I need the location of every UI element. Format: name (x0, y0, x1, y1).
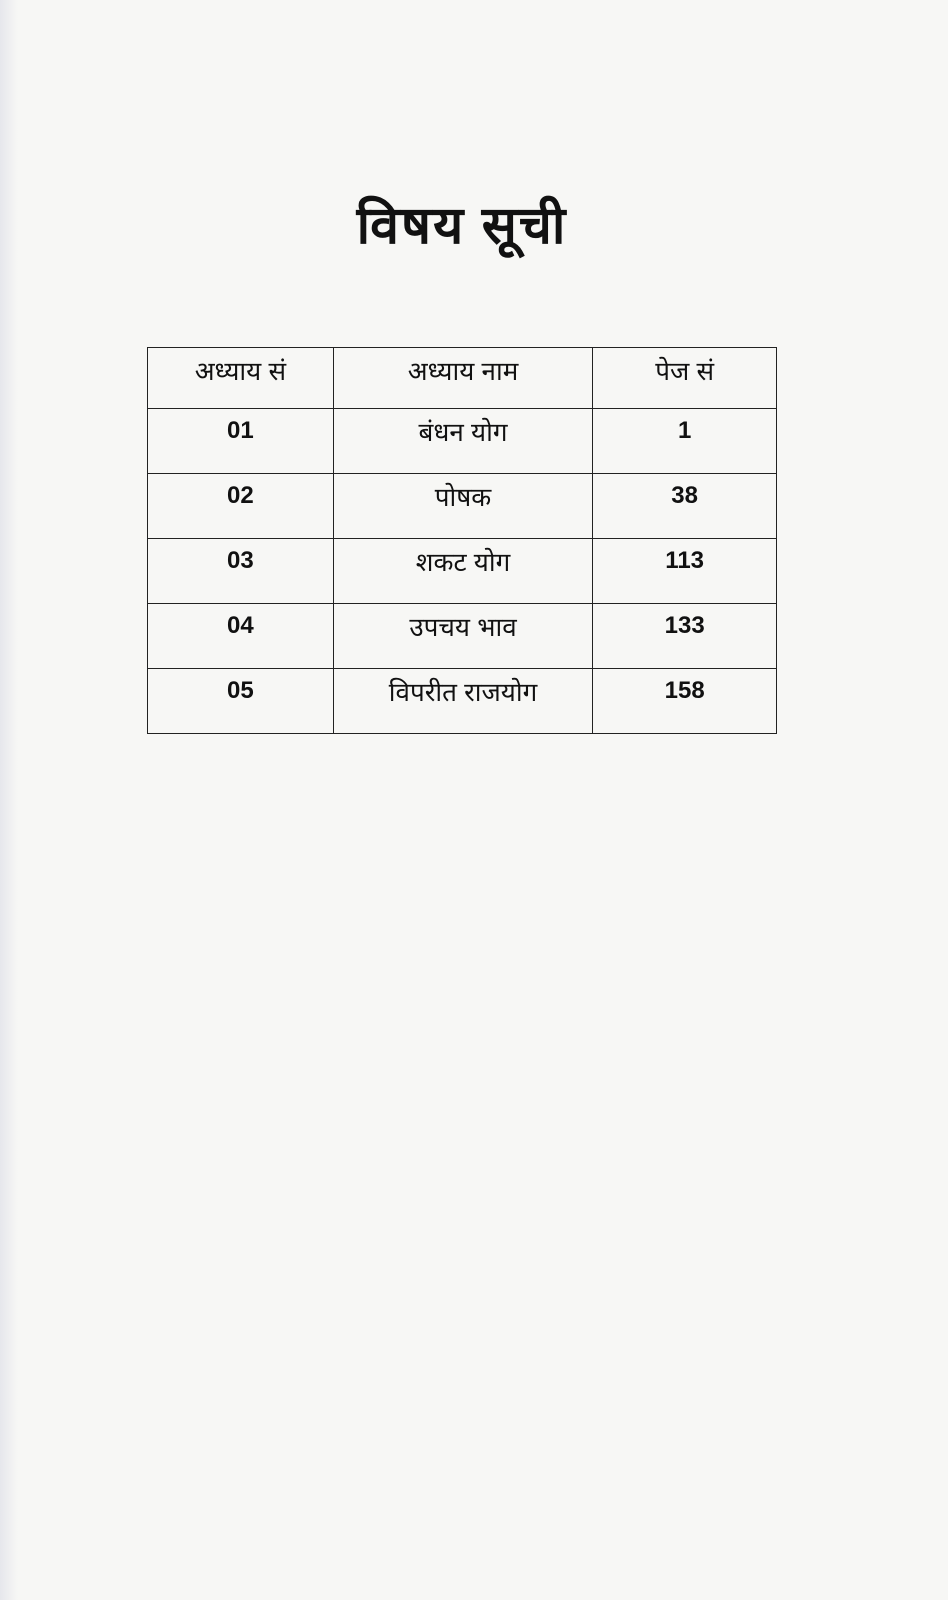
table-row: 03 शकट योग 113 (147, 538, 777, 604)
page-no: 38 (592, 473, 777, 539)
page-no: 158 (592, 668, 777, 734)
chapter-name: विपरीत राजयोग (332, 668, 594, 734)
chapter-no: 03 (147, 538, 334, 604)
page-edge-shadow (0, 0, 18, 1600)
page-no: 133 (592, 603, 777, 669)
table-row: 01 बंधन योग 1 (147, 408, 777, 474)
header-chapter-no: अध्याय सं (147, 347, 334, 409)
chapter-no: 05 (147, 668, 334, 734)
header-page-no: पेज सं (592, 347, 777, 409)
header-chapter-name: अध्याय नाम (332, 347, 594, 409)
page-no: 1 (592, 408, 777, 474)
chapter-name: शकट योग (332, 538, 594, 604)
chapter-name: उपचय भाव (332, 603, 594, 669)
chapter-no: 01 (147, 408, 334, 474)
chapter-no: 04 (147, 603, 334, 669)
table-row: 02 पोषक 38 (147, 473, 777, 539)
chapter-name: पोषक (332, 473, 594, 539)
chapter-no: 02 (147, 473, 334, 539)
table-row: 04 उपचय भाव 133 (147, 603, 777, 669)
contents-table: अध्याय सं अध्याय नाम पेज सं 01 बंधन योग … (147, 347, 777, 734)
table-row: 05 विपरीत राजयोग 158 (147, 668, 777, 734)
page-title: विषय सूची (356, 197, 568, 255)
page-no: 113 (592, 538, 777, 604)
table-header-row: अध्याय सं अध्याय नाम पेज सं (147, 347, 777, 409)
chapter-name: बंधन योग (332, 408, 594, 474)
